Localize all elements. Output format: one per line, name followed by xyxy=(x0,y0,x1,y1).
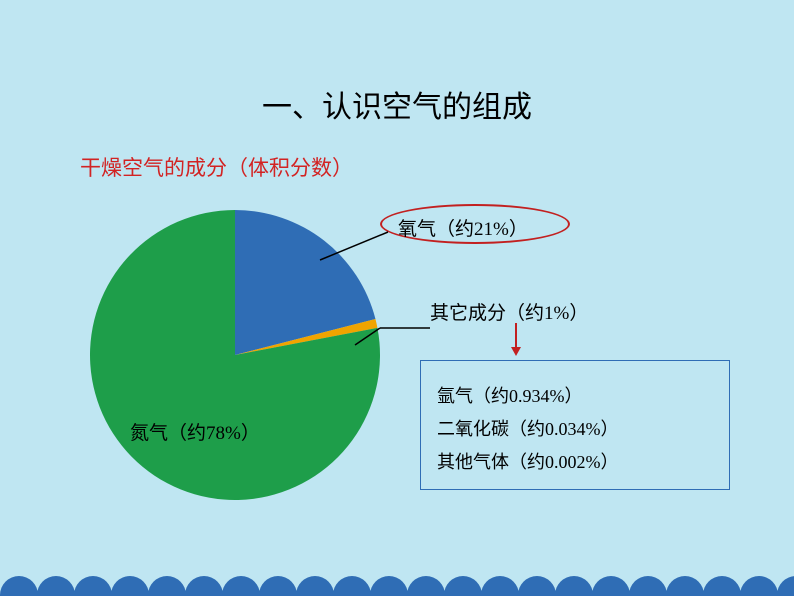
wave-bump xyxy=(740,576,778,596)
wave-bump xyxy=(555,576,593,596)
detail-item-0: 氩气（约0.934%） xyxy=(437,382,713,408)
other-arrow-shaft xyxy=(515,323,517,347)
wave-bump xyxy=(74,576,112,596)
pie-inner-label: 氮气（约78%） xyxy=(130,418,260,445)
wave-bump xyxy=(703,576,741,596)
page-title-text: 一、认识空气的组成 xyxy=(262,91,532,124)
other-arrow xyxy=(515,323,517,355)
other-label-text: 其它成分（约1%） xyxy=(430,303,588,324)
wave-bump xyxy=(111,576,149,596)
wave-bump xyxy=(148,576,186,596)
wave-bump xyxy=(666,576,704,596)
wave-bump xyxy=(296,576,334,596)
wave-bump xyxy=(629,576,667,596)
oxygen-label: 氧气（约21%） xyxy=(398,214,528,241)
pie-chart: 氮气（约78%） xyxy=(90,210,380,500)
wave-bump xyxy=(185,576,223,596)
wave-bump xyxy=(518,576,556,596)
subtitle-text: 干燥空气的成分（体积分数） xyxy=(80,156,353,180)
wave-bump xyxy=(370,576,408,596)
oxygen-label-text: 氧气（约21%） xyxy=(398,219,528,240)
wave-bump xyxy=(407,576,445,596)
wave-bump xyxy=(481,576,519,596)
wave-bump xyxy=(777,576,794,596)
wave-bump xyxy=(222,576,260,596)
pie-svg xyxy=(90,210,380,500)
page-title: 一、认识空气的组成 xyxy=(0,82,794,126)
wave-bump xyxy=(592,576,630,596)
wave-bump xyxy=(37,576,75,596)
other-label: 其它成分（约1%） xyxy=(430,298,588,325)
detail-item-2: 其他气体（约0.002%） xyxy=(437,448,713,474)
wave-bump xyxy=(0,576,38,596)
wave-bump xyxy=(333,576,371,596)
wave-row xyxy=(0,576,794,596)
detail-box: 氩气（约0.934%） 二氧化碳（约0.034%） 其他气体（约0.002%） xyxy=(420,360,730,490)
other-arrow-head xyxy=(511,347,521,356)
wave-bump xyxy=(259,576,297,596)
detail-item-1: 二氧化碳（约0.034%） xyxy=(437,415,713,441)
subtitle: 干燥空气的成分（体积分数） xyxy=(80,152,353,182)
wave-bump xyxy=(444,576,482,596)
pie-inner-label-text: 氮气（约78%） xyxy=(130,423,260,444)
